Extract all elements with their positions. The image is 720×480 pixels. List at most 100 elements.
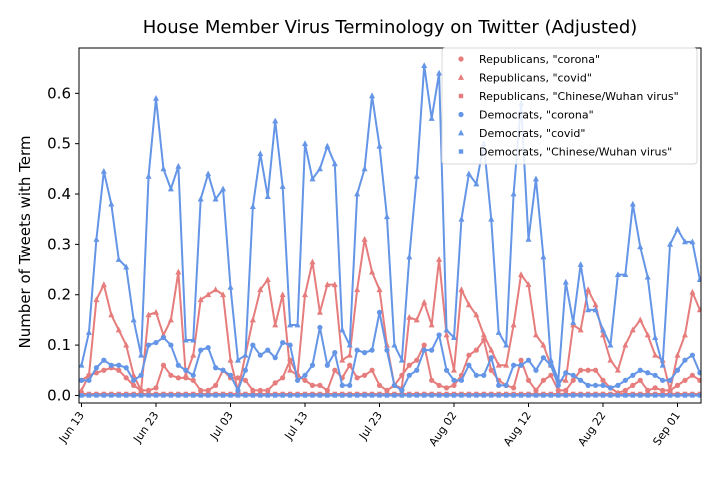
data-point: [130, 316, 137, 323]
data-point: [556, 393, 561, 398]
data-point: [510, 190, 517, 197]
data-point: [153, 393, 159, 398]
data-point: [191, 393, 196, 398]
data-point: [704, 309, 710, 315]
data-point: [123, 365, 129, 371]
legend: Republicans, "corona" Republicans, "covid…: [441, 47, 698, 165]
data-point: [451, 377, 457, 383]
data-point: [317, 382, 323, 388]
data-point: [443, 331, 450, 338]
data-point: [324, 387, 330, 394]
data-point: [235, 387, 241, 394]
data-point: [257, 150, 264, 157]
data-point: [115, 256, 122, 262]
data-point: [145, 173, 152, 179]
data-point: [272, 321, 279, 328]
data-point: [324, 142, 331, 149]
data-point: [79, 361, 85, 368]
data-point: [592, 306, 599, 313]
data-point: [131, 382, 137, 388]
data-point: [622, 341, 629, 348]
data-point: [242, 377, 248, 383]
data-point: [451, 366, 457, 373]
data-point: [361, 165, 368, 172]
y-tick-label: 0.3: [47, 235, 71, 253]
data-point: [451, 334, 457, 340]
data-point: [108, 362, 114, 368]
data-point: [175, 362, 181, 368]
data-point: [614, 271, 621, 277]
data-point: [213, 382, 219, 388]
data-point: [399, 387, 405, 394]
data-point: [421, 62, 428, 69]
data-point: [145, 342, 152, 348]
data-point: [250, 342, 256, 348]
data-point: [175, 268, 182, 275]
data-point: [682, 377, 688, 383]
data-point: [540, 341, 547, 348]
data-point: [369, 393, 375, 398]
data-point: [79, 377, 85, 383]
data-point: [362, 393, 367, 398]
series-5: [79, 393, 701, 398]
data-point: [428, 321, 435, 328]
data-point: [116, 362, 122, 368]
data-point: [712, 383, 717, 388]
data-point: [510, 385, 517, 391]
data-point: [227, 372, 234, 378]
data-point: [168, 342, 174, 348]
data-point: [637, 367, 643, 373]
data-point: [346, 341, 353, 348]
data-point: [287, 321, 294, 328]
data-point: [533, 367, 539, 373]
data-point: [689, 238, 696, 245]
data-point: [406, 253, 413, 260]
data-point: [503, 341, 510, 348]
data-point: [473, 180, 480, 187]
series-line: [80, 238, 701, 392]
data-point: [100, 281, 107, 288]
data-point: [615, 393, 621, 398]
data-point: [228, 393, 233, 398]
data-point: [93, 296, 100, 303]
x-tick-label: Aug 22: [575, 409, 608, 448]
data-point: [213, 393, 218, 398]
legend-label: Republicans, "Chinese/Wuhan virus": [479, 90, 679, 103]
y-axis-label: Number of Tweets with Term: [16, 135, 34, 348]
data-point: [510, 362, 517, 368]
data-point: [481, 393, 486, 398]
data-point: [592, 382, 599, 388]
data-point: [392, 393, 397, 398]
data-point: [302, 140, 308, 147]
data-point: [264, 193, 271, 199]
data-point: [190, 377, 196, 383]
data-point: [406, 313, 413, 320]
data-point: [667, 387, 674, 393]
data-point: [607, 356, 614, 363]
data-point: [138, 393, 144, 398]
data-point: [458, 377, 465, 383]
data-point: [451, 393, 457, 398]
data-point: [86, 377, 92, 383]
data-point: [153, 308, 159, 315]
data-point: [153, 385, 159, 391]
data-point: [287, 393, 293, 398]
data-point: [198, 393, 203, 398]
data-point: [645, 387, 651, 394]
data-point: [548, 372, 554, 378]
data-point: [190, 372, 196, 378]
data-point: [608, 393, 613, 398]
data-point: [466, 393, 472, 398]
data-point: [563, 387, 569, 394]
data-point: [690, 393, 695, 398]
data-point: [585, 393, 591, 398]
data-point: [436, 69, 443, 76]
data-point: [182, 336, 189, 343]
data-point: [391, 382, 397, 388]
data-point: [235, 375, 241, 381]
data-point: [474, 393, 479, 398]
data-point: [332, 393, 337, 398]
y-tick-label: 0.0: [47, 386, 71, 404]
data-point: [160, 362, 167, 368]
series-4: [79, 62, 701, 383]
